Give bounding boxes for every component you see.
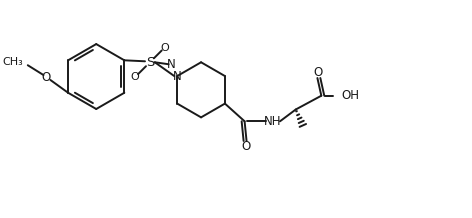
Text: NH: NH — [263, 115, 281, 128]
Text: O: O — [241, 140, 250, 153]
Text: S: S — [146, 56, 154, 69]
Text: OH: OH — [341, 89, 359, 102]
Text: CH₃: CH₃ — [2, 57, 23, 67]
Text: O: O — [131, 72, 140, 82]
Text: O: O — [42, 71, 51, 83]
Text: O: O — [314, 66, 323, 79]
Text: N: N — [167, 58, 176, 71]
Text: O: O — [160, 43, 169, 53]
Text: N: N — [173, 70, 182, 83]
